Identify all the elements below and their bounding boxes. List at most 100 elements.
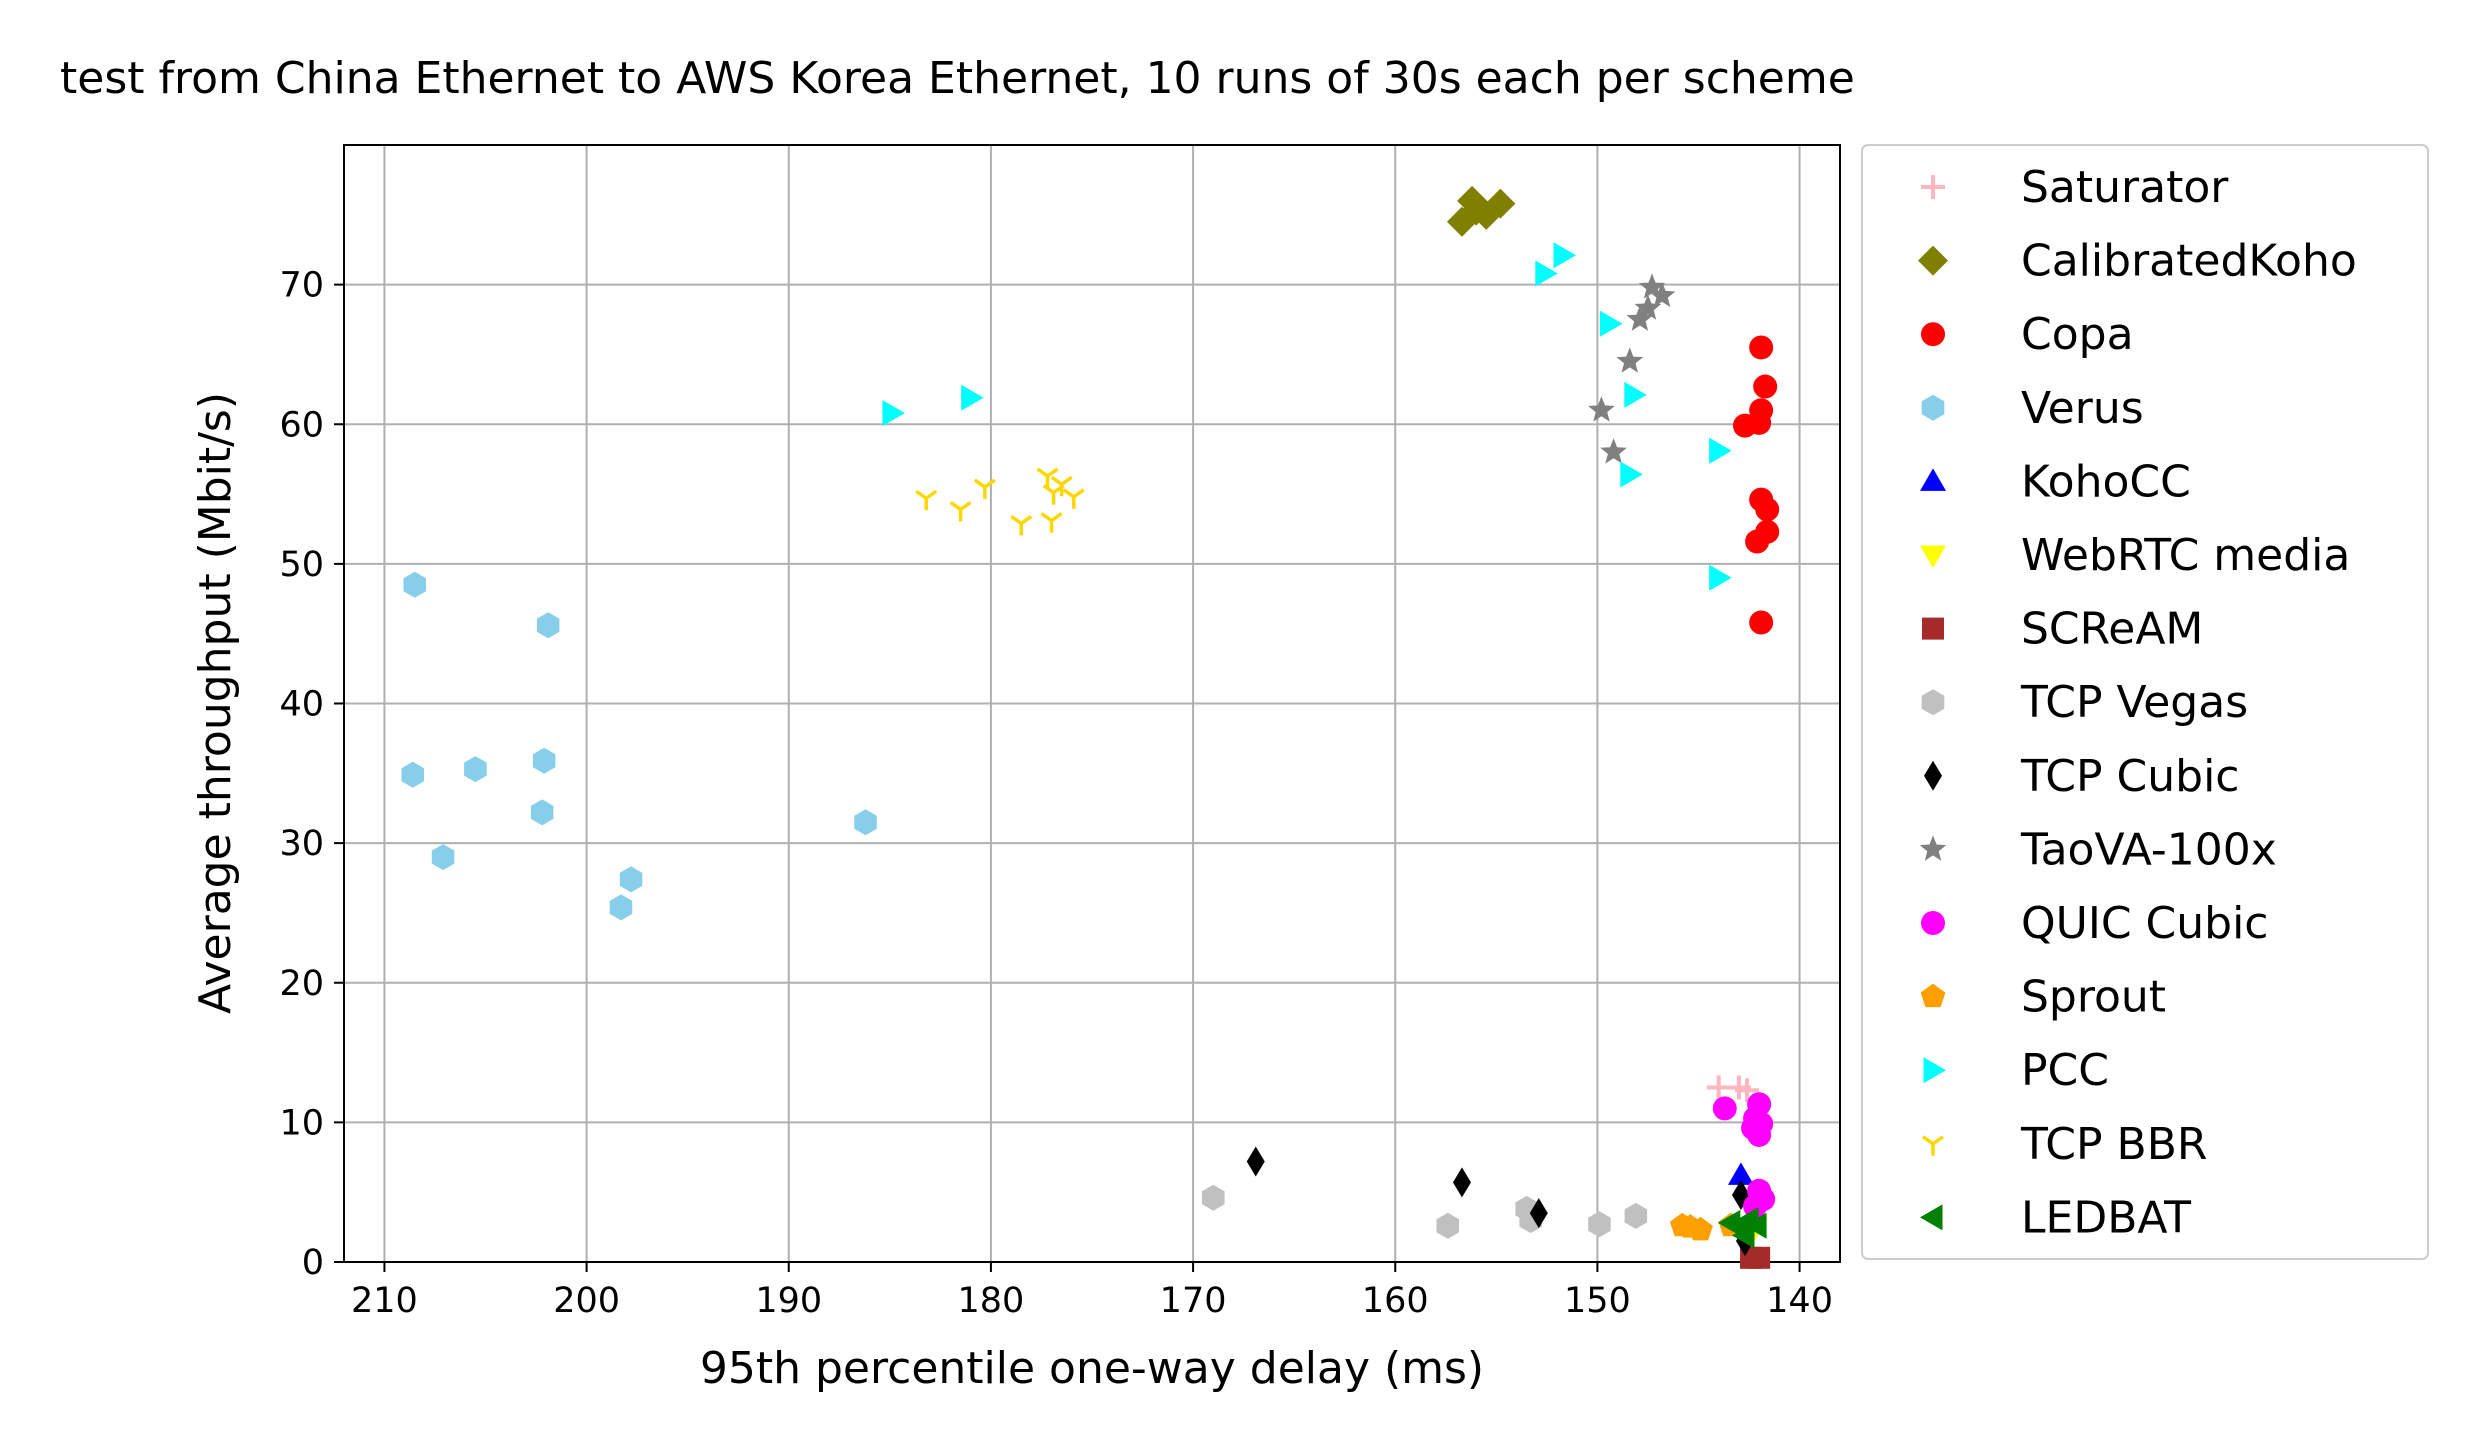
legend-label-tcp-cubic: TCP Cubic: [2020, 751, 2240, 802]
legend: Saturator CalibratedKoho Copa Verus KohoCC We…: [1861, 144, 2429, 1260]
legend-label-quic-cubic: QUIC Cubic: [2021, 898, 2268, 949]
point-tcp-bbr: [949, 500, 972, 522]
point-verus: [401, 761, 424, 788]
point-taova-100x: [1588, 396, 1615, 422]
y-tick-label: 0: [302, 1243, 324, 1283]
legend-marker-scream: [1922, 617, 1944, 640]
point-quic-cubic: [1743, 1194, 1768, 1219]
legend-label-tcp-bbr: TCP BBR: [2020, 1119, 2207, 1170]
plot-area-frame: [343, 144, 1841, 1263]
x-axis-label: 95th percentile one-way delay (ms): [700, 1343, 1484, 1394]
y-tick-label: 10: [279, 1103, 324, 1143]
x-tick-label: 190: [755, 1281, 822, 1321]
y-tick-label: 40: [279, 685, 324, 725]
point-tcp-bbr: [1062, 488, 1085, 509]
legend-marker-tcp-bbr: [1921, 1135, 1945, 1156]
point-pcc: [1620, 461, 1643, 488]
legend-label-copa: Copa: [2021, 309, 2134, 360]
point-verus: [619, 866, 643, 893]
point-copa: [1753, 374, 1778, 399]
point-scream: [1748, 1246, 1771, 1269]
point-tcp-cubic: [1246, 1146, 1265, 1177]
legend-label-saturator: Saturator: [2021, 162, 2229, 213]
point-tcp-bbr: [973, 478, 996, 500]
point-ledbat: [1744, 1212, 1767, 1239]
point-verus: [854, 809, 877, 836]
legend-label-taova-100x: TaoVA-100x: [2020, 824, 2277, 875]
legend-label-tcp-vegas: TCP Vegas: [2020, 677, 2248, 728]
point-verus: [532, 747, 556, 774]
legend-label-kohocc: KohoCC: [2021, 456, 2191, 507]
y-axis-label: Average throughput (Mbit/s): [190, 392, 241, 1014]
point-calibratedkoho: [1461, 195, 1492, 226]
point-pcc: [1709, 564, 1732, 591]
legend-label-calibratedkoho: CalibratedKoho: [2021, 236, 2357, 287]
point-taova-100x: [1638, 273, 1666, 299]
point-tcp-cubic: [1452, 1167, 1471, 1198]
point-pcc: [1600, 310, 1623, 337]
point-verus: [609, 894, 633, 921]
legend-label-sprout: Sprout: [2021, 972, 2166, 1023]
y-tick-label: 60: [279, 405, 324, 445]
point-verus: [403, 571, 426, 598]
x-tick-label: 140: [1766, 1281, 1833, 1321]
legend-marker-taova-100x: [1919, 835, 1947, 861]
point-verus: [464, 756, 487, 783]
x-tick-label: 150: [1564, 1281, 1631, 1321]
y-tick-label: 20: [279, 964, 324, 1004]
point-copa: [1749, 610, 1774, 635]
point-tcp-bbr: [1010, 514, 1033, 536]
point-pcc: [961, 384, 984, 411]
point-tcp-vegas: [1588, 1211, 1611, 1238]
data-points: [401, 185, 1780, 1269]
legend-marker-sprout: [1920, 983, 1946, 1008]
legend-marker-tcp-vegas: [1921, 689, 1945, 716]
grid-lines: [344, 145, 1840, 1263]
point-copa: [1745, 529, 1770, 554]
x-tick-label: 210: [351, 1281, 418, 1321]
point-copa: [1732, 413, 1757, 438]
point-pcc: [1535, 260, 1558, 287]
point-verus: [431, 844, 455, 871]
legend-label-webrtc-media: WebRTC media: [2021, 530, 2350, 581]
point-tcp-vegas: [1436, 1212, 1460, 1239]
point-saturator: [1735, 1078, 1760, 1103]
legend-marker-saturator: [1921, 175, 1945, 199]
point-tcp-cubic: [1529, 1198, 1548, 1229]
x-tick-label: 170: [1160, 1281, 1227, 1321]
y-tick-label: 70: [279, 266, 324, 306]
point-copa: [1755, 497, 1780, 522]
legend-marker-verus: [1921, 394, 1945, 421]
point-tcp-bbr: [915, 489, 938, 511]
point-kohocc: [1728, 1162, 1754, 1185]
legend-label-ledbat: LEDBAT: [2021, 1192, 2191, 1243]
point-taova-100x: [1600, 438, 1627, 464]
point-taova-100x: [1648, 281, 1676, 308]
legend-marker-kohocc: [1920, 468, 1946, 491]
point-tcp-bbr: [1040, 512, 1063, 533]
point-quic-cubic: [1712, 1096, 1737, 1121]
legend-marker-calibratedkoho: [1918, 245, 1948, 276]
legend-marker-tcp-cubic: [1924, 760, 1942, 791]
y-tick-label: 30: [279, 824, 324, 864]
point-pcc: [1553, 242, 1576, 269]
point-ledbat: [1732, 1222, 1755, 1249]
legend-marker-copa: [1921, 322, 1945, 347]
point-tcp-bbr: [1036, 467, 1059, 488]
x-tick-label: 200: [553, 1281, 620, 1321]
legend-label-scream: SCReAM: [2021, 604, 2203, 655]
point-taova-100x: [1616, 347, 1644, 373]
legend-label-pcc: PCC: [2021, 1045, 2109, 1096]
x-tick-label: 180: [958, 1281, 1025, 1321]
point-taova-100x: [1626, 305, 1654, 331]
point-tcp-bbr: [1042, 484, 1065, 505]
point-copa: [1749, 335, 1774, 360]
point-tcp-vegas: [1202, 1184, 1225, 1211]
point-pcc: [1624, 381, 1647, 408]
point-sprout: [1688, 1216, 1713, 1241]
legend-marker-quic-cubic: [1921, 911, 1945, 935]
point-pcc: [882, 400, 905, 427]
legend-marker-ledbat: [1920, 1204, 1943, 1231]
axis-ticks: 210 200 190 180 170 160 150 140 0 10 20 30 40 50 60 70: [279, 266, 1833, 1321]
